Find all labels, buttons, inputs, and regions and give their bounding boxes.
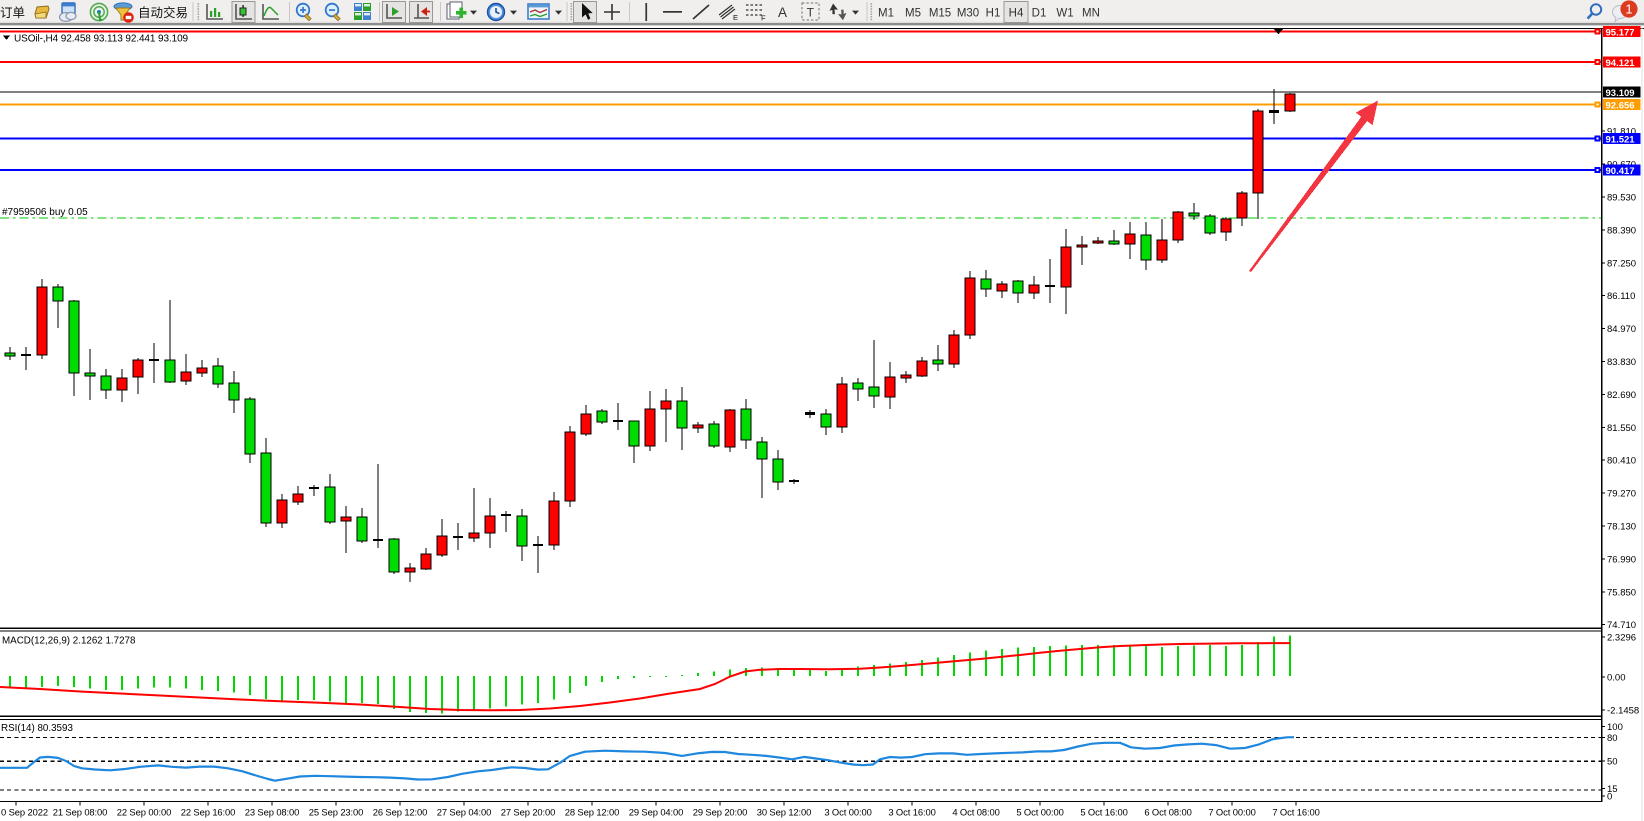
svg-text:87.250: 87.250 — [1607, 258, 1636, 269]
svg-text:26 Sep 12:00: 26 Sep 12:00 — [373, 807, 428, 818]
svg-text:81.550: 81.550 — [1607, 423, 1636, 434]
svg-text:USOil-,H4 92.458 93.113 92.44: USOil-,H4 92.458 93.113 92.441 93.109 — [14, 34, 189, 45]
svg-text:84.970: 84.970 — [1607, 324, 1636, 335]
svg-text:F: F — [761, 14, 766, 23]
svg-text:0 Sep 2022: 0 Sep 2022 — [1, 807, 48, 818]
svg-text:6 Oct 08:00: 6 Oct 08:00 — [1144, 807, 1191, 818]
svg-text:27 Sep 20:00: 27 Sep 20:00 — [501, 807, 556, 818]
svg-text:E: E — [733, 13, 738, 22]
svg-text:29 Sep 20:00: 29 Sep 20:00 — [693, 807, 748, 818]
svg-text:订单: 订单 — [0, 6, 25, 20]
svg-text:H4: H4 — [1009, 8, 1024, 20]
svg-text:5 Oct 00:00: 5 Oct 00:00 — [1016, 807, 1063, 818]
svg-text:75.850: 75.850 — [1607, 587, 1636, 598]
svg-text:89.530: 89.530 — [1607, 193, 1636, 204]
svg-text:4 Oct 08:00: 4 Oct 08:00 — [952, 807, 999, 818]
svg-text:92.656: 92.656 — [1606, 100, 1635, 111]
svg-text:22 Sep 00:00: 22 Sep 00:00 — [117, 807, 172, 818]
svg-text:76.990: 76.990 — [1607, 554, 1636, 565]
svg-text:27 Sep 04:00: 27 Sep 04:00 — [437, 807, 492, 818]
svg-text:5 Oct 16:00: 5 Oct 16:00 — [1080, 807, 1127, 818]
svg-text:D1: D1 — [1032, 8, 1047, 20]
svg-text:-2.1458: -2.1458 — [1607, 706, 1639, 717]
svg-text:79.270: 79.270 — [1607, 489, 1636, 500]
svg-text:1: 1 — [1625, 2, 1632, 17]
svg-text:95.177: 95.177 — [1606, 28, 1635, 39]
svg-text:82.690: 82.690 — [1607, 390, 1636, 401]
svg-text:80.410: 80.410 — [1607, 456, 1636, 467]
svg-text:3 Oct 00:00: 3 Oct 00:00 — [824, 807, 871, 818]
svg-text:22 Sep 16:00: 22 Sep 16:00 — [181, 807, 236, 818]
svg-text:MACD(12,26,9) 2.1262 1.7278: MACD(12,26,9) 2.1262 1.7278 — [2, 636, 136, 647]
svg-text:0.00: 0.00 — [1607, 673, 1626, 684]
svg-text:自动交易: 自动交易 — [138, 5, 188, 20]
svg-text:94.121: 94.121 — [1606, 58, 1636, 69]
svg-text:29 Sep 04:00: 29 Sep 04:00 — [629, 807, 684, 818]
svg-text:A: A — [778, 5, 787, 20]
svg-text:80: 80 — [1607, 733, 1618, 744]
svg-text:74.710: 74.710 — [1607, 620, 1636, 631]
svg-text:100: 100 — [1607, 722, 1623, 733]
svg-text:21 Sep 08:00: 21 Sep 08:00 — [53, 807, 108, 818]
svg-text:RSI(14) 80.3593: RSI(14) 80.3593 — [1, 723, 73, 734]
svg-text:83.830: 83.830 — [1607, 357, 1636, 368]
svg-text:M5: M5 — [905, 8, 921, 20]
svg-text:15: 15 — [1607, 784, 1618, 795]
svg-text:23 Sep 08:00: 23 Sep 08:00 — [245, 807, 300, 818]
svg-text:90.417: 90.417 — [1606, 166, 1635, 177]
svg-text:91.521: 91.521 — [1606, 134, 1636, 145]
svg-text:T: T — [807, 6, 815, 20]
svg-text:28 Sep 12:00: 28 Sep 12:00 — [565, 807, 620, 818]
svg-text:M30: M30 — [957, 8, 979, 20]
svg-text:W1: W1 — [1056, 8, 1073, 20]
svg-text:91.810: 91.810 — [1607, 127, 1636, 138]
svg-text:50: 50 — [1607, 757, 1618, 768]
svg-text:30 Sep 12:00: 30 Sep 12:00 — [757, 807, 812, 818]
svg-text:7 Oct 16:00: 7 Oct 16:00 — [1272, 807, 1319, 818]
svg-text:78.130: 78.130 — [1607, 522, 1636, 533]
svg-text:0: 0 — [1607, 791, 1612, 802]
svg-text:H1: H1 — [986, 8, 1001, 20]
svg-text:M15: M15 — [929, 8, 951, 20]
svg-text:#7959506 buy 0.05: #7959506 buy 0.05 — [2, 207, 88, 218]
svg-text:25 Sep 23:00: 25 Sep 23:00 — [309, 807, 364, 818]
svg-text:M1: M1 — [878, 8, 894, 20]
svg-text:7 Oct 00:00: 7 Oct 00:00 — [1208, 807, 1255, 818]
svg-text:MN: MN — [1082, 8, 1100, 20]
svg-text:86.110: 86.110 — [1607, 291, 1635, 302]
svg-text:93.109: 93.109 — [1606, 88, 1635, 99]
svg-text:2.3296: 2.3296 — [1607, 633, 1636, 644]
svg-text:3 Oct 16:00: 3 Oct 16:00 — [888, 807, 935, 818]
svg-text:88.390: 88.390 — [1607, 225, 1636, 236]
